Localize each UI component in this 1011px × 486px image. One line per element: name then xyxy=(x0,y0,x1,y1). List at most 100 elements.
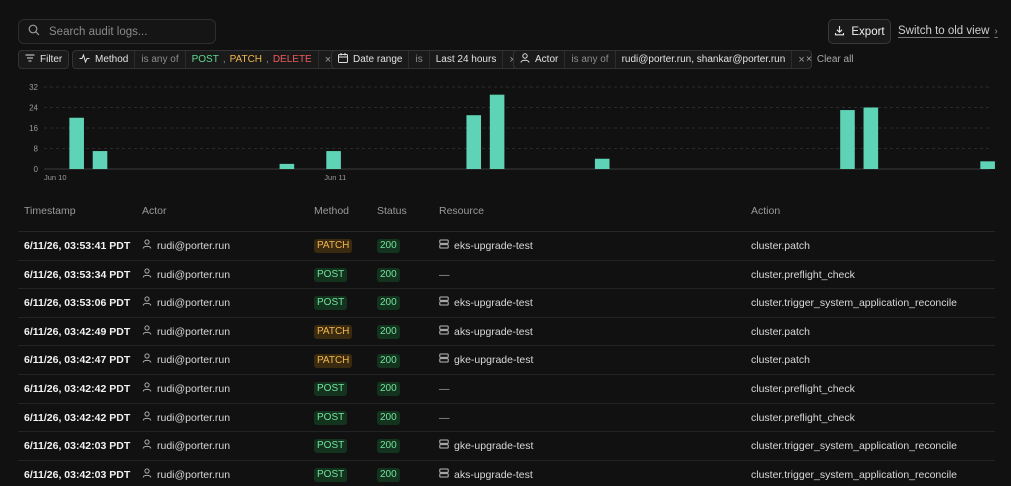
timestamp-cell: 6/11/26, 03:53:06 PDT xyxy=(24,297,131,310)
status-cell: 200 xyxy=(377,461,400,486)
export-button[interactable]: Export xyxy=(828,19,891,44)
resource-cell[interactable]: gke-upgrade-test xyxy=(439,432,533,461)
activity-histogram: 0 8 16 24 32 Jun 10 Jun 11 xyxy=(29,83,995,182)
table-row[interactable]: 6/11/26, 03:42:42 PDT rudi@porter.run POST… xyxy=(18,375,995,404)
resource-name: gke-upgrade-test xyxy=(454,440,534,453)
status-badge: 200 xyxy=(377,439,400,454)
actor-filter-value: rudi@porter.run, shankar@porter.run xyxy=(621,54,786,65)
table-row[interactable]: 6/11/26, 03:42:03 PDT rudi@porter.run POST… xyxy=(18,432,995,461)
timestamp-cell: 6/11/26, 03:42:42 PDT xyxy=(24,382,131,395)
actor-email: rudi@porter.run xyxy=(157,240,231,252)
server-icon xyxy=(439,289,449,318)
actor-filter-chip[interactable]: Actor is any of rudi@porter.run, shankar… xyxy=(513,50,812,69)
search-input[interactable] xyxy=(49,25,209,38)
method-badge: PATCH xyxy=(314,239,353,254)
search-icon xyxy=(28,24,40,39)
server-icon xyxy=(439,232,449,261)
resource-cell[interactable]: aks-upgrade-test xyxy=(439,461,533,486)
resource-cell[interactable]: aks-upgrade-test xyxy=(439,318,533,347)
actor-cell: rudi@porter.run xyxy=(142,318,230,347)
date-filter-op: is xyxy=(415,54,423,65)
actor-email: rudi@porter.run xyxy=(157,268,231,281)
action-cell: cluster.preflight_check xyxy=(751,268,855,281)
timestamp-cell: 6/11/26, 03:53:41 PDT xyxy=(24,240,131,252)
filter-button-wrap: Filter xyxy=(18,50,70,69)
action-cell: cluster.preflight_check xyxy=(751,411,855,424)
column-header-resource: Resource xyxy=(439,205,484,217)
user-icon xyxy=(520,53,530,66)
filter-label: Filter xyxy=(40,54,63,65)
old-view-label: Switch to old view xyxy=(898,25,990,37)
filter-button[interactable]: Filter xyxy=(18,50,70,69)
resource-cell: — xyxy=(439,375,450,404)
resource-cell[interactable]: eks-upgrade-test xyxy=(439,232,533,261)
method-badge: POST xyxy=(314,296,348,311)
method-value-post: POST xyxy=(191,54,219,65)
method-filter-wrap: Method is any of POST, PATCH, DELETE × xyxy=(72,50,339,69)
close-icon: × xyxy=(806,54,812,65)
timestamp-cell: 6/11/26, 03:42:47 PDT xyxy=(24,354,131,367)
y-tick-label: 8 xyxy=(34,145,39,154)
switch-old-view-link[interactable]: Switch to old view › xyxy=(898,25,998,37)
column-header-status: Status xyxy=(377,205,407,217)
table-row[interactable]: 6/11/26, 03:42:42 PDT rudi@porter.run POST… xyxy=(18,404,995,433)
status-cell: 200 xyxy=(377,404,400,433)
y-tick-label: 32 xyxy=(29,83,38,92)
timestamp-cell: 6/11/26, 03:42:42 PDT xyxy=(24,411,131,424)
actor-email: rudi@porter.run xyxy=(157,382,231,395)
user-icon xyxy=(142,404,152,433)
table-row[interactable]: 6/11/26, 03:53:41 PDT rudi@porter.run PATC… xyxy=(18,232,995,261)
remove-method-filter-icon[interactable]: × xyxy=(324,53,332,66)
actor-cell: rudi@porter.run xyxy=(142,289,230,318)
method-cell: PATCH xyxy=(314,318,353,347)
resource-name: — xyxy=(439,268,450,281)
method-filter-chip[interactable]: Method is any of POST, PATCH, DELETE × xyxy=(72,50,339,69)
status-badge: 200 xyxy=(377,468,400,483)
search-bar[interactable] xyxy=(18,19,216,44)
table-row[interactable]: 6/11/26, 03:53:06 PDT rudi@porter.run POST… xyxy=(18,289,995,318)
method-cell: POST xyxy=(314,261,348,290)
method-cell: POST xyxy=(314,461,348,486)
status-cell: 200 xyxy=(377,289,400,318)
actor-filter-wrap: Actor is any of rudi@porter.run, shankar… xyxy=(513,50,812,69)
resource-cell[interactable]: gke-upgrade-test xyxy=(439,346,533,375)
audit-log-table-body: 6/11/26, 03:53:41 PDT rudi@porter.run PATC… xyxy=(18,232,995,486)
method-badge: PATCH xyxy=(314,353,353,368)
x-tick-label: Jun 10 xyxy=(44,173,67,182)
remove-date-filter-icon[interactable]: × xyxy=(503,54,521,66)
method-value-patch: PATCH xyxy=(229,54,263,65)
remove-actor-filter-icon[interactable]: × xyxy=(798,53,805,66)
table-row[interactable]: 6/11/26, 03:42:47 PDT rudi@porter.run PATC… xyxy=(18,346,995,375)
resource-cell[interactable]: eks-upgrade-test xyxy=(439,289,533,318)
date-filter-wrap: Date range is Last 24 hours × xyxy=(331,50,523,69)
resource-name: eks-upgrade-test xyxy=(454,297,533,310)
clear-all-label: Clear all xyxy=(816,54,854,65)
resource-cell: — xyxy=(439,261,450,290)
actor-email: rudi@porter.run xyxy=(157,440,231,453)
export-label: Export xyxy=(851,25,885,38)
table-row[interactable]: 6/11/26, 03:53:34 PDT rudi@porter.run POST… xyxy=(18,261,995,290)
method-badge: POST xyxy=(314,468,348,483)
table-row[interactable]: 6/11/26, 03:42:03 PDT rudi@porter.run POST… xyxy=(18,461,995,486)
actor-email: rudi@porter.run xyxy=(157,468,231,481)
resource-name: — xyxy=(439,382,450,395)
chart-bar xyxy=(279,163,295,169)
x-tick-label: Jun 11 xyxy=(324,173,346,182)
method-badge: POST xyxy=(314,382,348,397)
server-icon xyxy=(439,318,449,347)
chart-bar xyxy=(980,161,995,169)
clear-all-wrap: × Clear all xyxy=(806,50,854,69)
chevron-right-icon: › xyxy=(994,25,998,37)
action-cell: cluster.trigger_system_application_recon… xyxy=(751,297,958,310)
actor-email: rudi@porter.run xyxy=(157,325,231,338)
method-badge: POST xyxy=(314,267,348,282)
status-cell: 200 xyxy=(377,318,400,347)
chart-bar xyxy=(840,110,855,169)
date-filter-chip[interactable]: Date range is Last 24 hours × xyxy=(331,50,523,69)
method-cell: PATCH xyxy=(314,232,353,261)
clear-all-button[interactable]: × Clear all xyxy=(806,54,854,65)
action-cell: cluster.patch xyxy=(751,325,810,338)
table-row[interactable]: 6/11/26, 03:42:49 PDT rudi@porter.run PATC… xyxy=(18,318,995,347)
status-badge: 200 xyxy=(377,353,400,368)
actor-email: rudi@porter.run xyxy=(157,411,231,424)
